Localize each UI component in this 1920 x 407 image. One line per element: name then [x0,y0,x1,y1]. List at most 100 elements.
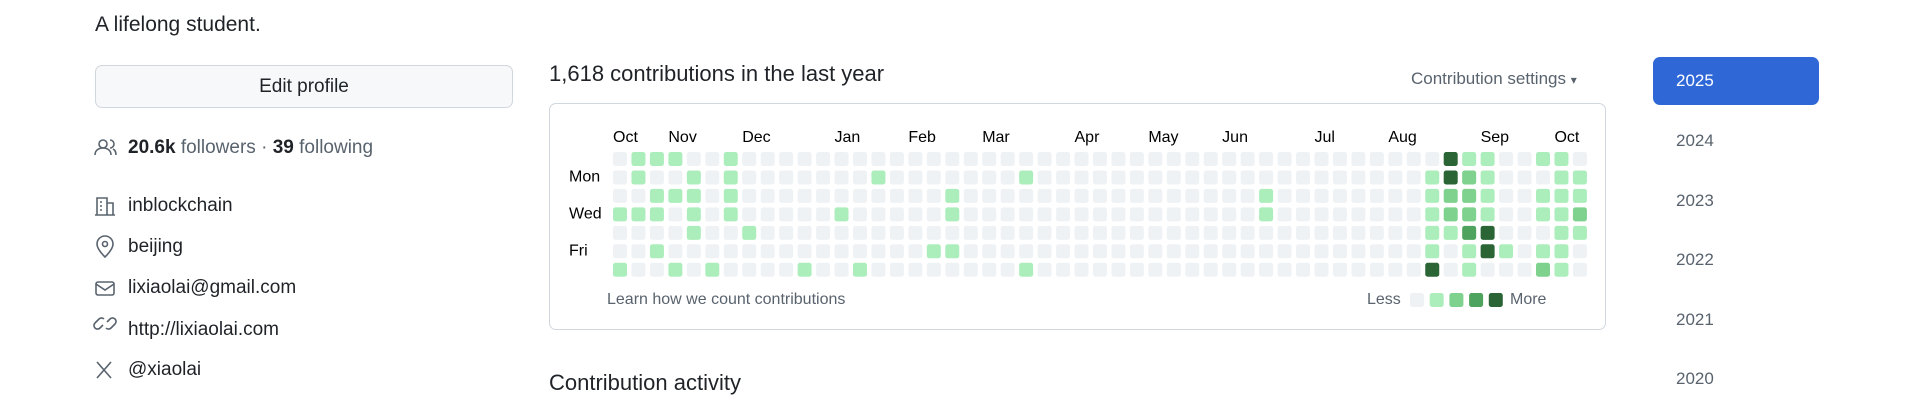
contribution-cell [1203,262,1218,277]
month-label: Jan [835,129,861,146]
contribution-cell [649,262,664,277]
contribution-cell [613,262,627,277]
contribution-cell [723,207,738,222]
contribution-cell [1462,170,1477,185]
contribution-cell [816,225,831,240]
contribution-cell [631,262,646,277]
legend-swatch [1410,293,1424,307]
contribution-cell [1332,262,1347,277]
contribution-cell [1554,262,1569,277]
contribution-cell [1259,244,1274,259]
contribution-cell [1000,225,1015,240]
year-button[interactable]: 2025 [1653,57,1819,105]
contribution-cell [1314,170,1329,185]
contribution-cell [613,244,627,259]
day-label: Fri [569,243,588,260]
contribution-cell [1388,188,1403,203]
year-button[interactable]: 2024 [1676,131,1714,150]
contribution-cell [1499,262,1514,277]
contribution-cell [1406,225,1421,240]
contribution-cell [1111,152,1126,166]
contribution-cell [834,225,849,240]
contribution-cell [1388,170,1403,185]
contribution-cell [852,188,867,203]
contribution-cell [1332,170,1347,185]
contribution-cell [1277,225,1292,240]
contribution-cell [649,207,664,222]
contribution-cell [723,170,738,185]
contribution-cell [1203,244,1218,259]
settings-label[interactable]: Contribution settings [1411,69,1566,88]
contribution-cell [1259,207,1274,222]
contribution-cell [1517,170,1532,185]
contribution-cell [1554,170,1569,185]
contribution-cell [945,188,960,203]
contribution-cell [1314,207,1329,222]
followers-label[interactable]: followers [180,137,256,158]
contribution-cell [1314,152,1329,166]
contribution-cell [1222,207,1237,222]
contribution-cell [1499,244,1514,259]
contribution-cell [1406,152,1421,166]
contribution-cell [945,225,960,240]
year-button[interactable]: 2023 [1676,191,1714,210]
activity-title: Contribution activity [549,370,741,395]
year-button[interactable]: 2020 [1676,369,1714,388]
following-label[interactable]: following [299,137,374,158]
contribution-cell [1148,207,1163,222]
contribution-cell [1185,207,1200,222]
year-button[interactable]: 2021 [1676,310,1714,329]
contribution-cell [1388,152,1403,166]
contribution-cell [908,262,923,277]
contribution-cell [1222,225,1237,240]
edit-profile-button[interactable]: Edit profile [95,65,513,108]
contribution-cell [1259,188,1274,203]
contribution-cell [1277,170,1292,185]
month-label: Mar [982,129,1010,146]
contribution-cell [908,170,923,185]
detail-website[interactable]: http://lixiaolai.com [128,319,280,340]
contribution-cell [926,207,941,222]
contribution-cell [1314,188,1329,203]
contribution-cell [723,262,738,277]
contribution-cell [871,262,886,277]
contribution-cell [908,207,923,222]
contribution-settings[interactable]: Contribution settings ▾ [1411,69,1577,88]
contribution-cell [1092,244,1107,259]
contribution-cell [945,170,960,185]
contribution-cell [871,244,886,259]
contribution-cell [1425,170,1440,185]
contribution-cell [963,207,978,222]
contribution-cell [1037,207,1052,222]
contribution-cell [1425,188,1440,203]
contribution-cell [723,152,738,166]
detail-email[interactable]: lixiaolai@gmail.com [128,277,297,298]
contribution-cell [982,244,997,259]
year-button[interactable]: 2022 [1676,250,1714,269]
contribution-cell [1203,207,1218,222]
contribution-cell [1240,152,1255,166]
contribution-cell [1203,225,1218,240]
contribution-cell [1314,262,1329,277]
contribution-cell [852,225,867,240]
contribution-cell [1259,152,1274,166]
detail-x[interactable]: @xiaolai [128,359,202,380]
contribution-cell [1259,262,1274,277]
contribution-cell [1148,188,1163,203]
following-count[interactable]: 39 [272,137,294,158]
contribution-cell [1406,207,1421,222]
contribution-cell [1111,170,1126,185]
contribution-cell [1572,188,1587,203]
contribution-cell [1000,170,1015,185]
contribution-cell [1314,225,1329,240]
contribution-cell [1111,262,1126,277]
contribution-cell [1037,188,1052,203]
followers-count[interactable]: 20.6k [128,137,176,158]
contribution-cell [668,244,683,259]
contribution-cell [1166,262,1181,277]
contribution-cell [1296,225,1311,240]
contribution-cell [889,188,904,203]
month-label: Sep [1481,129,1510,146]
contribution-cell [1277,207,1292,222]
month-label: Oct [613,129,638,146]
